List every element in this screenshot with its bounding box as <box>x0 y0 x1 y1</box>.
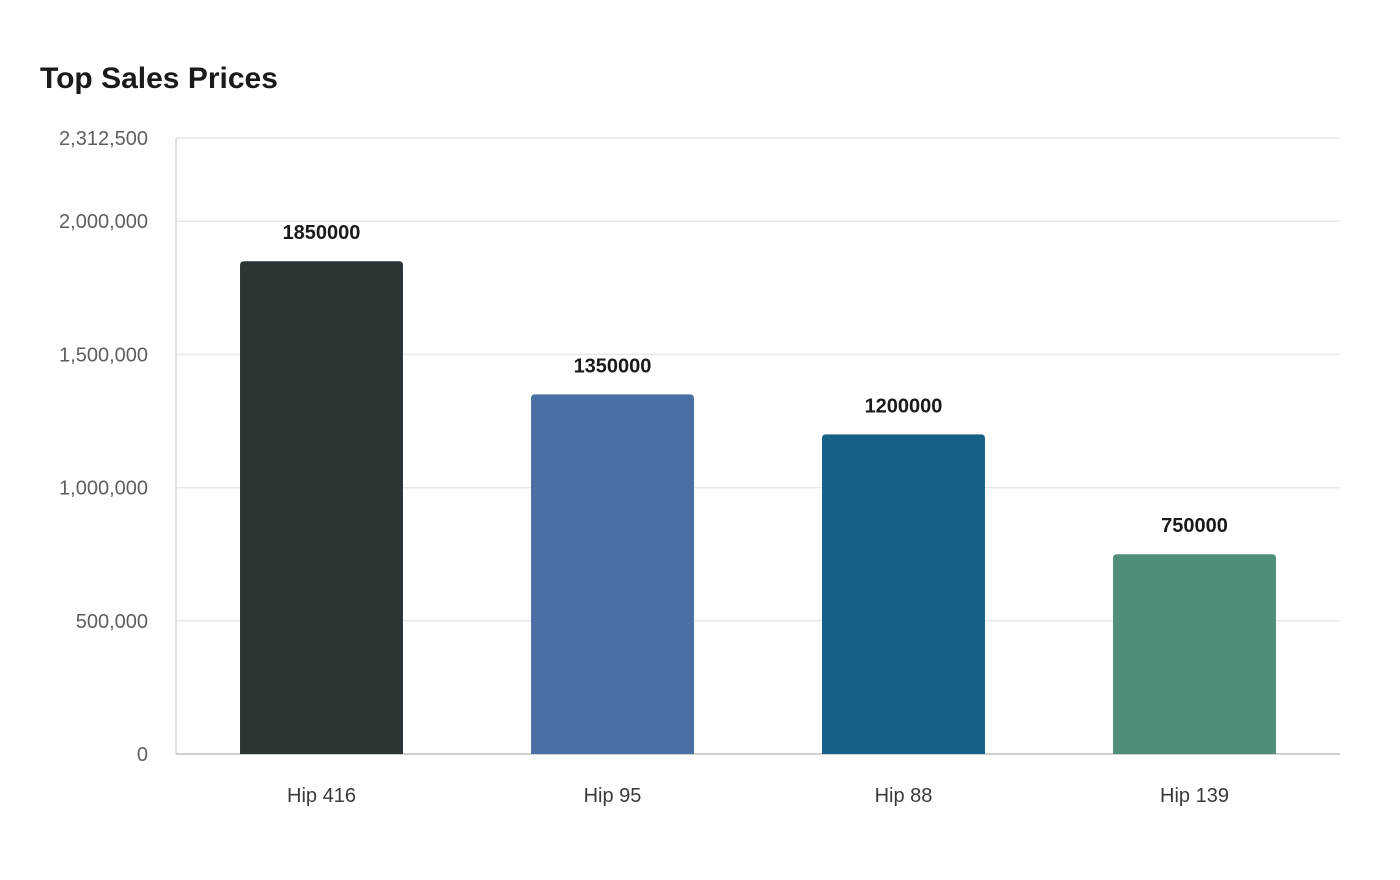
y-tick-label: 1,000,000 <box>59 478 148 500</box>
bar-hip-95 <box>531 394 694 754</box>
y-tick-label: 2,000,000 <box>59 211 148 233</box>
data-label: 1350000 <box>574 355 652 377</box>
y-tick-label: 0 <box>137 744 148 766</box>
x-category-label: Hip 416 <box>287 785 356 807</box>
data-label: 1200000 <box>865 395 943 417</box>
data-label: 1850000 <box>283 222 361 244</box>
y-tick-label: 500,000 <box>76 611 148 633</box>
x-axis-category-labels: Hip 416 Hip 95 Hip 88 Hip 139 <box>287 785 1229 807</box>
data-labels: 1850000 1350000 1200000 750000 <box>283 222 1228 537</box>
y-axis-tick-labels: 0 500,000 1,000,000 1,500,000 2,000,000 2,312… <box>59 128 148 766</box>
y-tick-label: 1,500,000 <box>59 344 148 366</box>
chart-title: Top Sales Prices <box>40 62 278 95</box>
x-category-label: Hip 95 <box>584 785 642 807</box>
data-label: 750000 <box>1161 515 1228 537</box>
bars <box>240 261 1276 754</box>
bar-hip-416 <box>240 261 403 754</box>
y-tick-label: 2,312,500 <box>59 128 148 150</box>
bar-hip-88 <box>822 434 985 754</box>
bar-hip-139 <box>1113 554 1276 754</box>
x-category-label: Hip 88 <box>875 785 933 807</box>
x-category-label: Hip 139 <box>1160 785 1229 807</box>
